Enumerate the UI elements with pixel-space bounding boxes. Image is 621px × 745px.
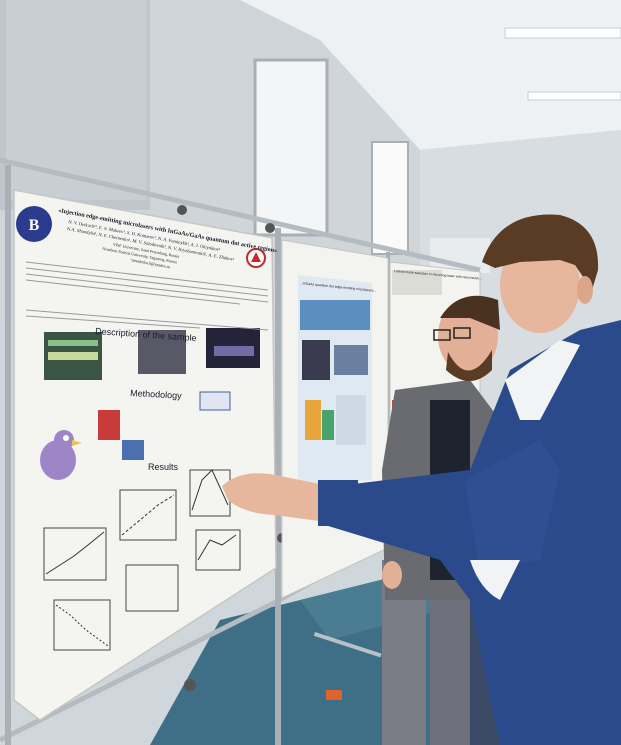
poster-third-title: Lateral mode selection in microring lase… [394,269,482,281]
window [253,58,329,237]
floor-marker [326,690,342,700]
person-blue-jacket [222,214,621,745]
poster-main-sheet [13,189,277,721]
ceiling-light [527,91,621,101]
section-results: Results [148,462,179,472]
poster-second-banner: ...InGaAs quantum dot edge-emitting micr… [300,281,377,293]
jacket-cuff [318,480,358,526]
hse-logo [16,206,52,242]
ceiling-light [504,27,621,39]
mascot-bird [40,440,76,480]
section-methodology: Methodology [130,388,182,401]
svg-text:В: В [29,217,40,234]
